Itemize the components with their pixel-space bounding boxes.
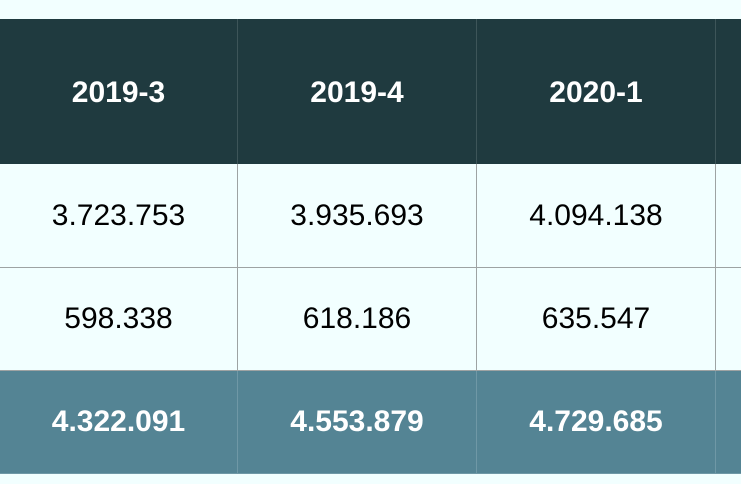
table-cell: 4.094.138 xyxy=(477,164,716,268)
table-cell-partial xyxy=(716,268,741,371)
data-table: 2019-3 2019-4 2020-1 3.723.753 3.935.693… xyxy=(0,19,741,474)
table-cell: 598.338 xyxy=(0,268,238,371)
table-cell-partial xyxy=(716,164,741,268)
table-cell: 3.935.693 xyxy=(238,164,477,268)
column-header: 2020-1 xyxy=(477,19,716,164)
total-cell: 4.729.685 xyxy=(477,371,716,474)
column-header: 2019-3 xyxy=(0,19,238,164)
table-cell: 635.547 xyxy=(477,268,716,371)
column-header-partial xyxy=(716,19,741,164)
table-cell: 618.186 xyxy=(238,268,477,371)
total-cell: 4.322.091 xyxy=(0,371,238,474)
table-cell: 3.723.753 xyxy=(0,164,238,268)
column-header: 2019-4 xyxy=(238,19,477,164)
total-cell-partial xyxy=(716,371,741,474)
total-cell: 4.553.879 xyxy=(238,371,477,474)
